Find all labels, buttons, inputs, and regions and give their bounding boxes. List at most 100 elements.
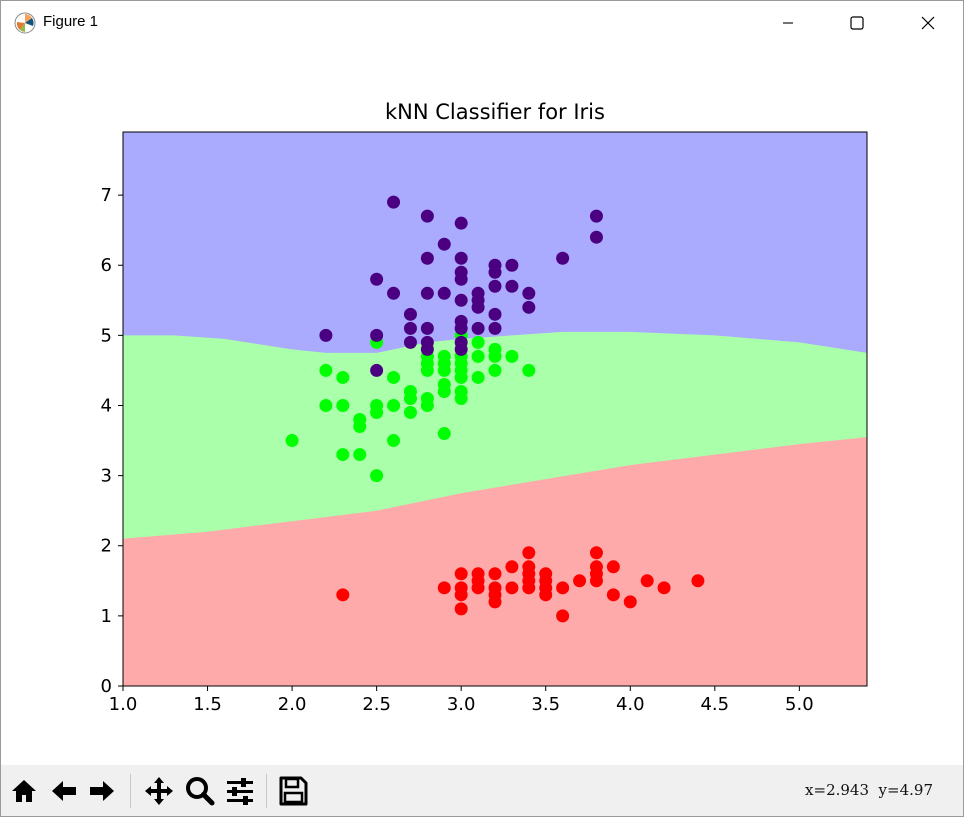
data-point-class-3	[488, 321, 502, 335]
y-tick-label: 7	[101, 185, 112, 206]
back-icon	[52, 781, 76, 801]
y-tick-label: 6	[101, 255, 112, 276]
x-tick-label: 1.0	[109, 694, 138, 715]
y-tick-label: 1	[101, 606, 112, 627]
data-point-class-2	[437, 349, 451, 363]
data-point-class-3	[437, 286, 451, 300]
data-point-class-2	[488, 363, 502, 377]
data-point-class-2	[454, 384, 468, 398]
data-point-class-3	[488, 258, 502, 272]
configure-subplots-button[interactable]	[223, 774, 257, 808]
data-point-class-3	[471, 321, 485, 335]
data-point-class-3	[319, 328, 333, 342]
data-point-class-3	[454, 251, 468, 265]
home-button[interactable]	[7, 774, 41, 808]
data-point-class-2	[319, 363, 333, 377]
y-tick-label: 3	[101, 466, 112, 487]
data-point-class-1	[454, 602, 468, 616]
x-axis-ticks: 1.0 1.5 2.0 2.5 3.0 3.5 4.0 4.5 5.0	[109, 686, 814, 715]
data-point-class-1	[505, 560, 519, 574]
data-point-class-3	[420, 335, 434, 349]
minimize-button[interactable]	[765, 1, 811, 45]
zoom-button[interactable]	[183, 774, 217, 808]
decision-regions	[123, 132, 867, 686]
pan-button[interactable]	[142, 774, 176, 808]
x-tick-label: 3.0	[447, 694, 476, 715]
data-point-class-2	[437, 427, 451, 441]
data-point-class-1	[454, 581, 468, 595]
maximize-icon	[850, 16, 864, 30]
data-point-class-3	[387, 286, 401, 300]
data-point-class-2	[336, 370, 350, 384]
x-tick-label: 2.0	[278, 694, 307, 715]
data-point-class-1	[573, 574, 587, 588]
data-point-class-1	[640, 574, 654, 588]
data-point-class-1	[589, 546, 603, 560]
data-point-class-3	[454, 293, 468, 307]
save-icon	[279, 776, 308, 806]
data-point-class-1	[488, 567, 502, 581]
data-point-class-3	[420, 209, 434, 223]
data-point-class-1	[505, 581, 519, 595]
data-point-class-1	[522, 546, 536, 560]
data-point-class-2	[471, 335, 485, 349]
y-axis-ticks: 0 1 2 3 4 5 6 7	[101, 185, 123, 697]
data-point-class-3	[420, 321, 434, 335]
y-tick-label: 4	[101, 395, 112, 416]
data-point-class-3	[437, 237, 451, 251]
x-tick-label: 4.5	[700, 694, 729, 715]
save-button[interactable]	[276, 774, 310, 808]
data-point-class-2	[319, 398, 333, 412]
y-tick-label: 2	[101, 536, 112, 557]
plot-canvas[interactable]: 1.0 1.5 2.0 2.5 3.0 3.5 4.0 4.5 5.0 0 1 2 3 4 5 6 7 kNN…	[1, 45, 963, 765]
toolbar-separator	[266, 774, 267, 808]
data-point-class-2	[505, 349, 519, 363]
back-button[interactable]	[47, 774, 81, 808]
navigation-toolbar: x=2.943 y=4.97	[1, 765, 963, 816]
data-points	[285, 195, 705, 623]
data-point-class-1	[488, 581, 502, 595]
data-point-class-2	[370, 469, 384, 483]
data-point-class-3	[370, 328, 384, 342]
data-point-class-2	[488, 342, 502, 356]
data-point-class-2	[403, 406, 417, 420]
forward-button[interactable]	[85, 774, 119, 808]
data-point-class-2	[336, 398, 350, 412]
data-point-class-2	[471, 370, 485, 384]
data-point-class-3	[403, 321, 417, 335]
minimize-icon	[783, 22, 793, 24]
data-point-class-3	[589, 230, 603, 244]
data-point-class-3	[488, 307, 502, 321]
data-point-class-2	[353, 413, 367, 427]
maximize-button[interactable]	[834, 1, 880, 45]
data-point-class-3	[556, 251, 570, 265]
home-icon	[12, 780, 36, 802]
data-point-class-3	[522, 286, 536, 300]
data-point-class-1	[556, 609, 570, 623]
data-point-class-2	[387, 370, 401, 384]
data-point-class-2	[403, 384, 417, 398]
data-point-class-3	[589, 209, 603, 223]
region-class-1	[123, 437, 867, 686]
data-point-class-3	[420, 286, 434, 300]
data-point-class-3	[403, 335, 417, 349]
data-point-class-2	[522, 363, 536, 377]
close-button[interactable]	[905, 1, 951, 45]
data-point-class-1	[623, 595, 637, 609]
data-point-class-1	[556, 581, 570, 595]
axes-frame	[122, 131, 868, 687]
matplotlib-logo-icon	[14, 12, 36, 34]
data-point-class-1	[606, 560, 620, 574]
data-point-class-3	[505, 279, 519, 293]
data-point-class-3	[387, 195, 401, 209]
data-point-class-3	[370, 272, 384, 286]
x-tick-label: 5.0	[785, 694, 814, 715]
knn-chart[interactable]: 1.0 1.5 2.0 2.5 3.0 3.5 4.0 4.5 5.0 0 1 2 3 4 5 6 7 kNN…	[1, 45, 963, 765]
data-point-class-2	[387, 398, 401, 412]
title-bar[interactable]: Figure 1	[1, 1, 963, 45]
data-point-class-3	[488, 279, 502, 293]
close-icon	[921, 16, 935, 30]
data-point-class-1	[589, 560, 603, 574]
data-point-class-1	[522, 560, 536, 574]
x-tick-label: 2.5	[362, 694, 391, 715]
